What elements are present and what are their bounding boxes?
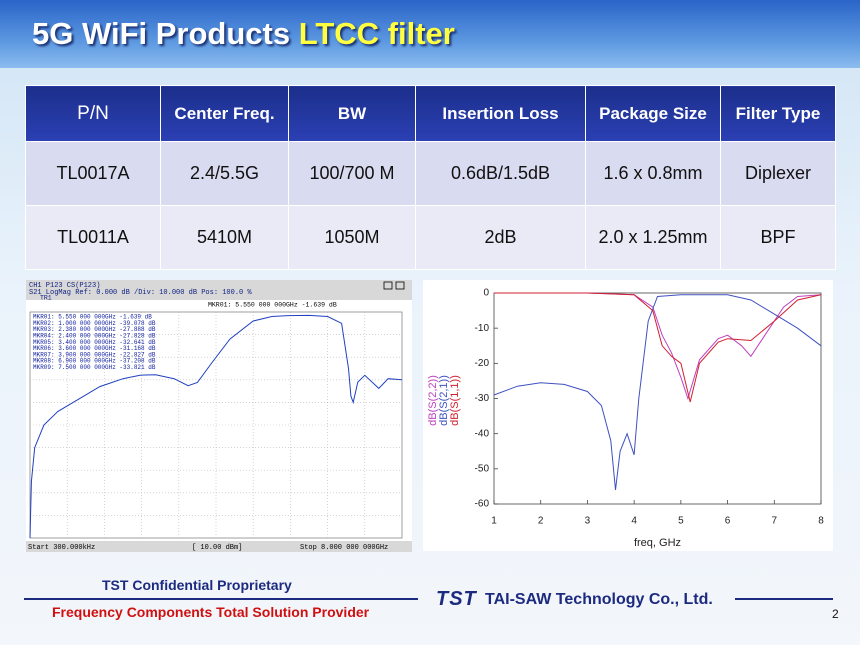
column-header: Center Freq. xyxy=(160,85,289,142)
x-tick-label: 8 xyxy=(818,516,824,527)
slide-title: 5G WiFi Products LTCC filter xyxy=(32,16,455,52)
y-tick-label: -10 xyxy=(475,323,490,334)
table-cell: 2.0 x 1.25mm xyxy=(585,205,721,270)
series-line xyxy=(494,292,822,401)
column-header: P/N xyxy=(25,85,161,142)
table-cell: 0.6dB/1.5dB xyxy=(415,141,586,206)
table-cell: BPF xyxy=(720,205,836,270)
footer-start: Start 300.000kHz xyxy=(28,544,95,552)
x-tick-label: 6 xyxy=(725,516,731,527)
marker-readout: MKR01: 5.550 000 000GHz -1.639 dB xyxy=(33,314,152,321)
window-icon xyxy=(383,281,393,290)
s-parameter-chart: 0 -10 -20 -30 -40 -50 -601 2 3 4 5 6 7 8 freq, GHz dB(S… xyxy=(423,280,833,551)
analyzer-screenshot: CH1 P123 CS(P123)S21 LogMag Ref: 0.000 d… xyxy=(26,280,412,552)
column-header: BW xyxy=(288,85,416,142)
marker-readout: MKR07: 3.900 000 000GHz -22.827 dB xyxy=(33,351,156,358)
table-cell: 2dB xyxy=(415,205,586,270)
marker-readout: MKR04: 2.400 000 000GHz -27.828 dB xyxy=(33,332,156,339)
table-cell: Diplexer xyxy=(720,141,836,206)
active-marker: MKR01: 5.550 000 000GHz -1.639 dB xyxy=(208,302,337,309)
company-logo: TST xyxy=(436,588,477,610)
footer-bar xyxy=(26,541,412,552)
footer-rule xyxy=(735,598,833,600)
table-row: TL0011A 5410M 1050M 2dB 2.0 x 1.25mm BPF xyxy=(25,205,836,270)
table-cell: 5410M xyxy=(160,205,289,270)
column-header: Package Size xyxy=(585,85,721,142)
trace-line xyxy=(29,314,403,539)
footer-rule xyxy=(24,598,418,600)
x-tick-label: 7 xyxy=(772,516,778,527)
marker-readout: MKR02: 1.000 000 000GHz -39.078 dB xyxy=(33,320,156,327)
y-tick-label: -60 xyxy=(475,499,490,510)
table-row: TL0017A 2.4/5.5G 100/700 M 0.6dB/1.5dB 1.6 x… xyxy=(25,141,836,206)
marker-readout: MKR05: 3.400 000 000GHz -32.641 dB xyxy=(33,339,156,346)
y-tick-label: -30 xyxy=(475,393,490,404)
x-tick-label: 4 xyxy=(631,516,637,527)
trace-label: TR1 xyxy=(40,295,52,302)
y-tick-label: -40 xyxy=(475,428,490,439)
status-bar xyxy=(26,280,412,300)
table-cell: 1050M xyxy=(288,205,416,270)
x-tick-label: 1 xyxy=(491,516,497,527)
marker-readout: MKR06: 3.600 000 000GHz -31.168 dB xyxy=(33,345,156,352)
footer-power: [ 10.00 dBm] xyxy=(192,544,242,552)
spec-table: P/N Center Freq. BW Insertion Loss Package S… xyxy=(25,85,836,270)
legend-label: dB(S(2,1)) xyxy=(438,375,450,426)
y-tick-label: 0 xyxy=(483,288,489,299)
footer-stop: Stop 8.000 000 000GHz xyxy=(300,544,388,552)
series-line xyxy=(493,294,822,490)
x-axis-label: freq, GHz xyxy=(634,537,681,549)
marker-readout: MKR08: 6.900 000 000GHz -37.208 dB xyxy=(33,358,156,365)
table-cell: 2.4/5.5G xyxy=(160,141,289,206)
status-line: S21 LogMag Ref: 0.000 dB /Div: 10.000 dB… xyxy=(29,289,252,297)
slogan: Frequency Components Total Solution Prov… xyxy=(52,604,370,620)
title-text: 5G WiFi Products xyxy=(32,16,291,51)
marker-readout: MKR09: 7.500 000 000GHz -33.821 dB xyxy=(33,364,156,371)
header-band xyxy=(0,0,860,68)
legend-label: dB(S(1,1)) xyxy=(449,375,461,426)
column-header: Filter Type xyxy=(720,85,836,142)
table-cell: 1.6 x 0.8mm xyxy=(585,141,721,206)
confidential-note: TST Confidential Proprietary xyxy=(102,577,292,593)
header-row: P/N Center Freq. BW Insertion Loss Package S… xyxy=(25,85,836,142)
status-line: CH1 P123 CS(P123) xyxy=(29,282,100,290)
series-line xyxy=(494,292,822,403)
y-tick-label: -50 xyxy=(475,463,490,474)
y-tick-label: -20 xyxy=(475,358,490,369)
legend-label: dB(S(2,2)) xyxy=(427,375,439,426)
company-name: TAI-SAW Technology Co., Ltd. xyxy=(485,591,713,608)
window-icon xyxy=(395,281,405,290)
page-number: 2 xyxy=(832,607,839,621)
column-header: Insertion Loss xyxy=(415,85,586,142)
title-highlight: LTCC filter xyxy=(298,16,455,51)
table-cell: 100/700 M xyxy=(288,141,416,206)
x-tick-label: 3 xyxy=(585,516,591,527)
table-cell: TL0017A xyxy=(25,141,161,206)
x-tick-label: 2 xyxy=(538,516,544,527)
marker-readout: MKR03: 2.380 000 000GHz -27.888 dB xyxy=(33,326,156,333)
table-cell: TL0011A xyxy=(25,205,161,270)
x-tick-label: 5 xyxy=(678,516,684,527)
